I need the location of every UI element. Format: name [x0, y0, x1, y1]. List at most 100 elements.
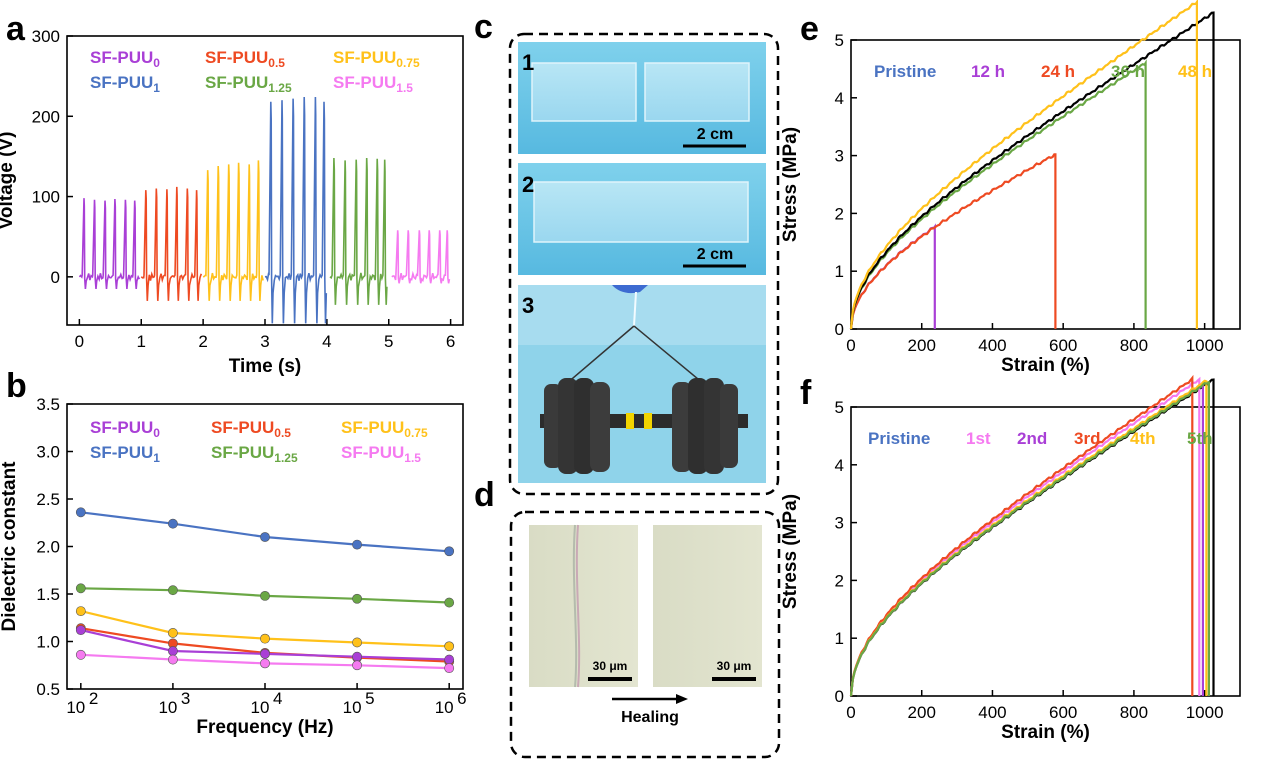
b-data-point-SF-PUU0.75	[444, 641, 455, 652]
a-x-tick-label: 2	[198, 332, 207, 351]
gloved-hand	[612, 285, 648, 294]
a-y-axis-label: Voltage (V)	[0, 132, 17, 230]
a-series-SF-PUU1.25	[329, 157, 388, 305]
b-data-point-SF-PUU1.5	[260, 658, 270, 669]
healing-label: Healing	[621, 709, 679, 726]
e-legend-entry: 12 h	[971, 62, 1005, 81]
e-legend-entry: Pristine	[874, 62, 936, 81]
f-legend-entry: 1st	[966, 429, 991, 448]
micro-scale-label-left: 30 μm	[593, 659, 628, 673]
panel-letter-f: f	[800, 374, 812, 412]
b-data-point-SF-PUU0	[75, 625, 86, 635]
e-y-tick-label: 1	[835, 262, 844, 281]
b-data-point-SF-PUU1.5	[444, 663, 455, 673]
chart-e-stress-strain-healing-time: 0 200 400 600 800 1000 0 1 2 3 4 5 Strain (%) Stress …	[780, 0, 1241, 376]
b-data-point-SF-PUU1.5	[168, 654, 178, 665]
a-series-SF-PUU0.75	[202, 160, 264, 301]
b-data-point-SF-PUU1.5	[75, 649, 86, 660]
e-x-tick-label: 0	[846, 336, 855, 355]
a-legend-entry: SF-PUU0.5	[205, 48, 285, 70]
f-legend-entry: 4th	[1130, 429, 1156, 448]
a-legend-entry: SF-PUU1.5	[333, 73, 413, 95]
e-plot-frame	[850, 39, 1241, 330]
crack-line	[575, 524, 581, 688]
a-legend-entry: SF-PUU1	[90, 73, 160, 95]
e-y-tick-label: 4	[835, 89, 844, 108]
healed-strip	[633, 291, 637, 327]
e-x-tick-label: 200	[908, 336, 936, 355]
b-x-tick-label: 10	[435, 698, 454, 717]
chart-f-stress-strain-cycles: 0 200 400 600 800 1000 0 1 2 3 4 5 Strain (%) Stress …	[780, 374, 1241, 743]
e-legend-entry: 36 h	[1111, 62, 1145, 81]
f-y-tick-label: 5	[835, 398, 844, 417]
a-legend-entry: SF-PUU1.25	[205, 73, 292, 95]
film-piece-left	[531, 62, 637, 122]
b-data-point-SF-PUU1	[75, 507, 86, 518]
a-x-tick-label: 6	[446, 332, 455, 351]
scale-bar-1-label: 2 cm	[697, 126, 733, 143]
b-legend-entry: SF-PUU1.25	[211, 443, 298, 465]
b-data-point-SF-PUU1	[168, 518, 178, 529]
e-x-tick-label: 600	[1049, 336, 1077, 355]
weight-plates-left	[590, 382, 610, 472]
b-data-point-SF-PUU1	[352, 539, 362, 550]
f-series-4th	[849, 379, 1208, 697]
panel-letter-e: e	[800, 10, 819, 48]
b-legend-entry: SF-PUU0	[90, 418, 160, 440]
b-x-tick-exponent: 6	[457, 689, 466, 708]
b-x-tick-label: 10	[66, 698, 85, 717]
photo-3-dumbbell-lift: 3	[518, 285, 766, 483]
a-y-tick-label: 100	[32, 188, 60, 207]
f-y-tick-label: 2	[835, 571, 844, 590]
e-y-tick-label: 0	[835, 320, 844, 339]
b-data-point-SF-PUU0	[260, 648, 270, 659]
f-y-axis-label: Stress (MPa)	[780, 494, 801, 609]
e-legend-entry: 48 h	[1178, 62, 1212, 81]
f-legend-entry: 2nd	[1017, 429, 1047, 448]
b-x-tick-label: 10	[158, 698, 177, 717]
b-y-axis-label: Dielectric constant	[0, 461, 20, 632]
f-x-tick-label: 400	[978, 703, 1006, 722]
b-y-tick-label: 3.5	[36, 395, 60, 414]
a-x-tick-label: 3	[260, 332, 269, 351]
f-series-Pristine	[849, 378, 1215, 697]
photo-panel-c: 1 2 cm 2 2 cm	[508, 32, 780, 496]
e-series-12-h	[849, 223, 936, 330]
b-data-point-SF-PUU0.75	[352, 637, 362, 648]
b-y-tick-label: 2.5	[36, 490, 60, 509]
photo-label-1: 1	[522, 50, 534, 75]
e-y-axis-label: Stress (MPa)	[780, 127, 801, 242]
b-x-tick-exponent: 5	[365, 689, 374, 708]
a-series-SF-PUU0.5	[140, 186, 203, 301]
b-x-tick-label: 10	[343, 698, 362, 717]
a-x-tick-label: 0	[75, 332, 84, 351]
chart-b-dielectric: 10 2 10 3 10 4 10 5 10 60.51.01.52.02.53.03.5Freq…	[0, 395, 467, 738]
b-legend-entry: SF-PUU1	[90, 443, 160, 465]
e-x-axis-label: Strain (%)	[1001, 355, 1090, 376]
b-data-point-SF-PUU1	[444, 546, 455, 557]
b-y-tick-label: 2.0	[36, 538, 60, 557]
a-y-tick-label: 0	[51, 268, 60, 287]
e-series-36-h	[849, 59, 1147, 330]
b-data-point-SF-PUU1	[260, 532, 270, 542]
b-y-tick-label: 1.5	[36, 585, 60, 604]
a-legend-entry: SF-PUU0.75	[333, 48, 420, 70]
b-data-point-SF-PUU1.25	[444, 597, 455, 608]
panel-c-dashed-frame	[508, 32, 780, 496]
f-y-tick-label: 0	[835, 687, 844, 706]
b-legend-entry: SF-PUU0.75	[341, 418, 428, 440]
f-x-tick-label: 600	[1049, 703, 1077, 722]
panel-letter-d: d	[474, 476, 495, 514]
b-data-point-SF-PUU1.25	[168, 585, 178, 596]
b-x-tick-exponent: 2	[89, 689, 98, 708]
panel-d-dashed-frame	[509, 510, 781, 759]
f-x-tick-label: 0	[846, 703, 855, 722]
e-legend-entry: 24 h	[1041, 62, 1075, 81]
f-y-tick-label: 3	[835, 514, 844, 533]
b-data-point-SF-PUU0	[352, 651, 362, 662]
f-series-3rd	[849, 374, 1194, 697]
f-legend-entry: 3rd	[1074, 429, 1100, 448]
a-x-tick-label: 1	[137, 332, 146, 351]
panel-letter-c: c	[474, 8, 493, 46]
